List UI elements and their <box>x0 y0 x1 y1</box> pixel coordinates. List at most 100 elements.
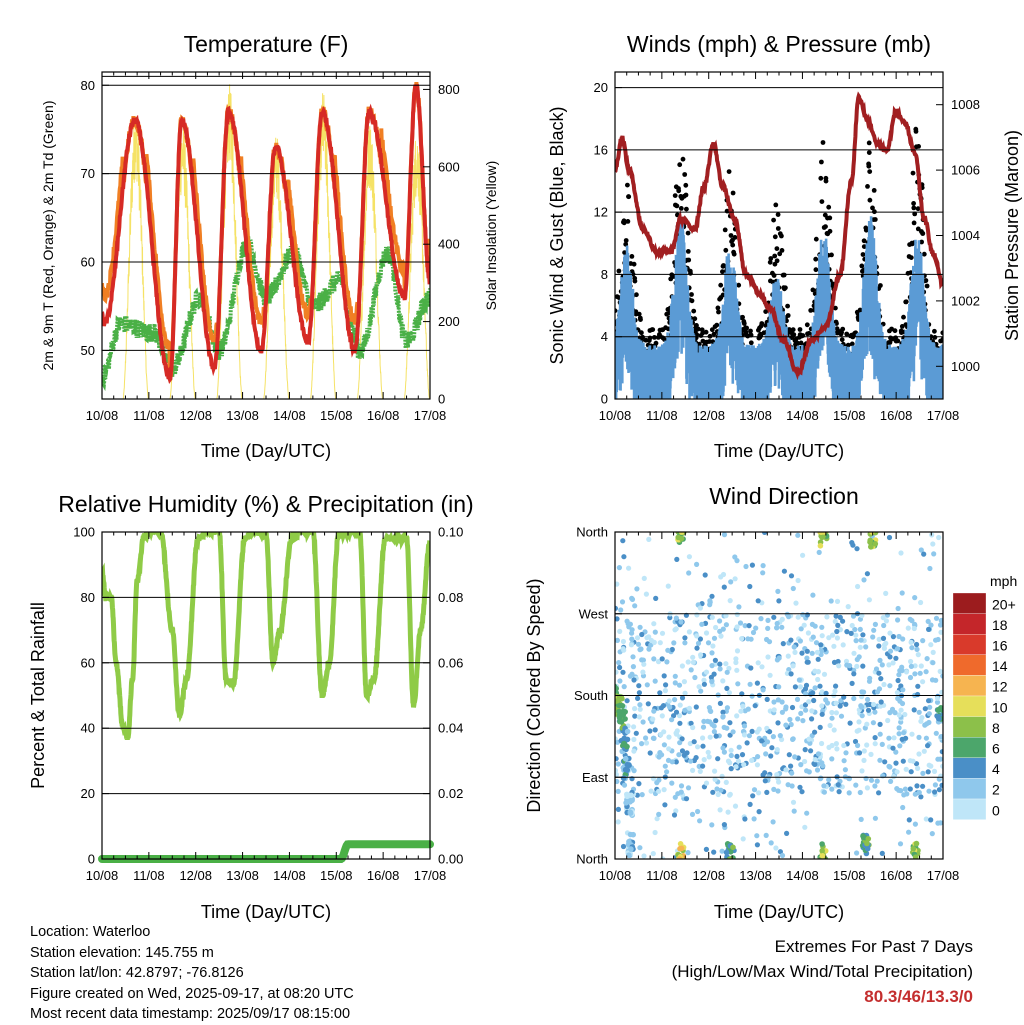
direction-point <box>685 850 691 856</box>
gust-point <box>812 291 818 297</box>
gust-point <box>871 188 877 193</box>
direction-point <box>688 667 694 673</box>
gust-point <box>781 272 787 278</box>
legend-label: 16 <box>992 638 1008 654</box>
direction-point <box>690 767 696 774</box>
direction-point <box>798 626 804 632</box>
direction-point <box>760 563 766 569</box>
direction-point <box>759 738 765 744</box>
gust-point <box>715 305 721 311</box>
direction-point <box>926 711 932 717</box>
direction-point <box>771 786 777 793</box>
direction-point <box>812 761 818 768</box>
direction-point <box>654 780 660 786</box>
direction-point <box>711 671 717 677</box>
direction-point <box>750 793 756 799</box>
direction-point <box>618 719 625 725</box>
direction-point <box>859 694 865 700</box>
y-right-axis-label: Station Pressure (Maroon) <box>1002 130 1022 341</box>
direction-point <box>922 722 928 728</box>
x-tick-label: 11/08 <box>646 408 678 423</box>
direction-point <box>656 811 662 818</box>
y-tick-label: 0 <box>88 852 95 867</box>
direction-point <box>777 849 784 855</box>
direction-point <box>695 640 702 646</box>
direction-point <box>728 752 734 759</box>
x-tick-label: 17/08 <box>927 408 960 423</box>
direction-point <box>718 574 724 580</box>
direction-point <box>734 667 740 673</box>
direction-point <box>872 735 878 741</box>
direction-point <box>651 735 657 742</box>
direction-point <box>829 709 835 716</box>
direction-point <box>737 620 744 626</box>
direction-point <box>835 782 841 788</box>
direction-point <box>851 695 857 702</box>
direction-point <box>937 668 943 675</box>
direction-point <box>866 597 873 603</box>
direction-point <box>615 702 616 704</box>
direction-point <box>885 717 891 724</box>
direction-point <box>872 709 878 715</box>
direction-point <box>891 774 897 780</box>
direction-point <box>615 788 621 795</box>
direction-point <box>656 788 662 794</box>
direction-point <box>940 763 943 769</box>
x-tick-label: 12/08 <box>179 868 212 883</box>
direction-point <box>783 767 789 773</box>
gust-point <box>915 206 921 212</box>
direction-point <box>673 808 679 814</box>
direction-point <box>619 599 626 605</box>
direction-point <box>633 730 639 736</box>
direction-point <box>624 793 630 800</box>
direction-point <box>896 725 902 731</box>
direction-point <box>742 816 748 822</box>
direction-point <box>713 718 719 724</box>
direction-point <box>728 766 734 772</box>
direction-point <box>873 666 880 672</box>
direction-point <box>876 636 882 643</box>
gust-point <box>866 140 872 146</box>
direction-point <box>881 645 888 651</box>
pressure-line <box>615 91 943 381</box>
direction-point <box>792 754 798 760</box>
direction-point <box>627 810 634 816</box>
direction-point <box>921 551 927 557</box>
direction-point <box>930 660 936 666</box>
gust-point <box>866 163 872 169</box>
direction-point <box>644 682 650 688</box>
direction-point <box>632 706 638 712</box>
direction-point <box>937 756 943 762</box>
direction-point <box>734 611 740 618</box>
direction-point <box>779 624 785 630</box>
direction-point <box>717 661 723 667</box>
direction-point <box>744 740 750 746</box>
direction-point <box>617 664 623 671</box>
direction-point <box>804 659 810 665</box>
legend-swatch <box>952 613 987 635</box>
direction-point <box>724 725 730 731</box>
direction-point <box>624 767 631 773</box>
direction-point <box>679 663 686 669</box>
direction-point <box>806 736 812 742</box>
legend-label: 2 <box>992 782 1000 798</box>
direction-point <box>626 565 632 571</box>
y-right-tick-label: 400 <box>438 237 460 252</box>
direction-point <box>711 635 718 641</box>
direction-point <box>669 717 675 723</box>
direction-point <box>641 661 647 667</box>
direction-point <box>714 786 720 792</box>
gust-point <box>748 328 753 334</box>
direction-point <box>804 648 810 654</box>
direction-point <box>682 690 688 696</box>
y-right-tick-label: 800 <box>438 82 460 97</box>
gust-point <box>631 261 637 267</box>
direction-point <box>701 718 707 725</box>
direction-point <box>650 716 656 722</box>
recent-data-text: Most recent data timestamp: 2025/09/17 0… <box>30 1006 351 1022</box>
direction-point <box>912 671 918 677</box>
direction-point <box>914 641 920 648</box>
direction-point <box>669 646 675 653</box>
gust-point <box>790 327 796 333</box>
temp-2m-line <box>102 84 430 385</box>
